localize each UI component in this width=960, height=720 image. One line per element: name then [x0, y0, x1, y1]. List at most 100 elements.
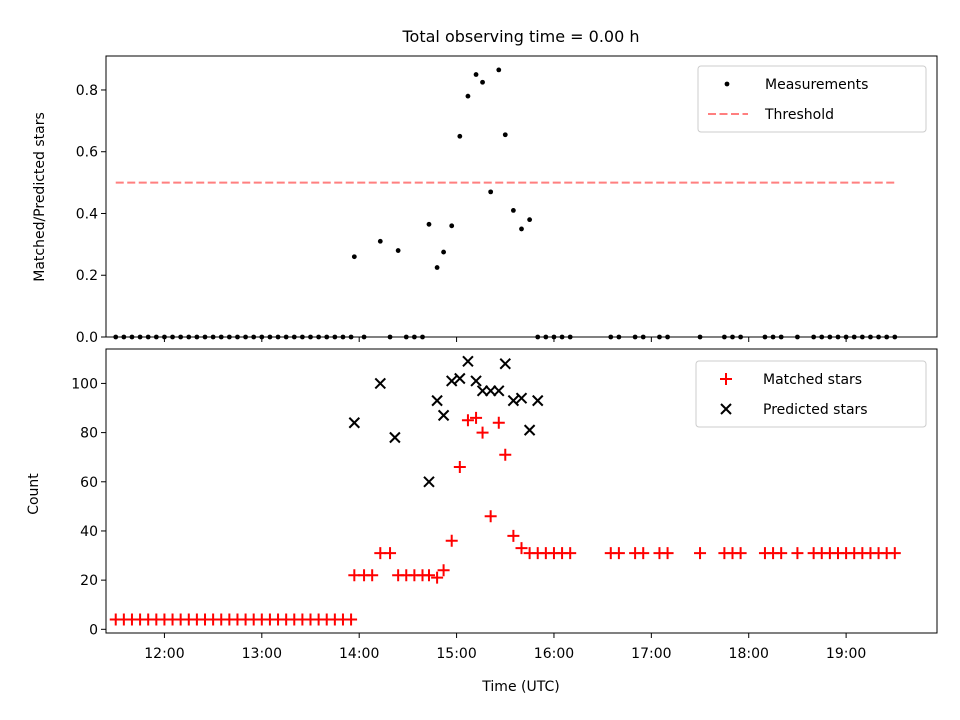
y-tick-label: 0.6 — [76, 145, 98, 161]
legend-measurements-marker — [724, 81, 730, 87]
legend-predicted-label: Predicted stars — [763, 402, 868, 418]
predicted-star-point — [532, 394, 544, 407]
matched-star-point — [507, 529, 520, 542]
predicted-star-point — [507, 394, 520, 407]
x-tick-label: 19:00 — [826, 646, 866, 662]
y-tick-label: 100 — [71, 376, 98, 392]
matched-star-point — [694, 547, 707, 560]
bottom-panel: 0 20 40 60 80 100 12:00 13:00 14:00 15:00 16:00 17:… — [26, 348, 938, 695]
measurement-point — [527, 217, 533, 223]
legend-matched-label: Matched stars — [763, 372, 862, 388]
matched-star-point — [345, 613, 358, 626]
predicted-star-point — [515, 392, 528, 404]
measurement-point — [473, 72, 479, 77]
matched-star-point — [384, 547, 397, 560]
matched-star-point — [476, 426, 489, 439]
matched-star-point — [453, 461, 466, 474]
legend-measurements-label: Measurements — [765, 77, 868, 93]
bottom-legend-box — [695, 360, 927, 428]
predicted-star-point — [446, 375, 458, 387]
x-tick-label: 18:00 — [729, 646, 769, 662]
matched-star-point — [637, 547, 650, 560]
predicted-star-point — [499, 358, 511, 370]
measurement-point — [502, 132, 508, 138]
matched-star-point — [484, 510, 497, 523]
matched-star-point — [445, 534, 458, 547]
matched-star-point — [499, 448, 512, 461]
measurement-point — [441, 249, 446, 255]
y-tick-label: 80 — [80, 426, 98, 442]
y-tick-label: 0.8 — [76, 83, 98, 99]
matched-star-point — [661, 547, 674, 560]
matched-star-point — [734, 547, 747, 560]
x-tick-label: 15:00 — [436, 646, 476, 662]
measurement-point — [496, 67, 502, 73]
matched-star-point — [775, 547, 788, 560]
predicted-star-point — [437, 409, 450, 422]
x-axis-label: Time (UTC) — [481, 679, 559, 695]
matched-star-point — [470, 411, 483, 424]
legend-threshold-label: Threshold — [764, 107, 834, 123]
matched-star-point — [422, 569, 435, 582]
matched-star-point — [437, 564, 450, 577]
matched-star-point — [888, 547, 901, 560]
predicted-star-point — [454, 372, 466, 385]
measurement-point — [395, 248, 401, 253]
measurement-point — [426, 221, 432, 227]
predicted-star-point — [484, 385, 497, 397]
y-tick-label: 40 — [80, 524, 98, 540]
measurement-point — [519, 226, 524, 232]
matched-star-point — [431, 571, 444, 584]
measurement-point — [434, 265, 440, 270]
matched-star-point — [366, 569, 379, 582]
measurement-point — [449, 223, 455, 229]
bottom-y-axis-label: Count — [26, 473, 42, 515]
bottom-plot-area: 0 20 40 60 80 100 12:00 13:00 14:00 15:00 16:00 17:… — [71, 355, 901, 662]
top-panel: 0.00.20.40.60.8 Matched/Predicted stars … — [32, 55, 938, 346]
y-tick-label: 20 — [80, 573, 98, 589]
predicted-star-point — [523, 424, 536, 436]
y-tick-label: 0 — [89, 622, 98, 638]
measurement-point — [510, 207, 516, 213]
chart-title: Total observing time = 0.00 h — [401, 27, 639, 46]
predicted-star-point — [476, 385, 489, 397]
y-tick-label: 0.0 — [76, 330, 98, 346]
predicted-star-point — [423, 476, 435, 488]
predicted-star-point — [348, 417, 361, 429]
measurement-point — [377, 238, 383, 244]
x-tick-label: 12:00 — [144, 646, 184, 662]
measurement-point — [465, 93, 471, 99]
matched-star-point — [461, 414, 474, 427]
legend-predicted-marker — [720, 403, 732, 415]
top-legend-box — [697, 65, 927, 133]
top-axes-frame — [105, 55, 938, 338]
matched-star-point — [492, 416, 505, 429]
measurement-point — [351, 254, 357, 260]
x-tick-label: 14:00 — [339, 646, 379, 662]
x-tick-label: 17:00 — [631, 646, 671, 662]
bottom-axes-frame — [105, 348, 938, 634]
predicted-star-point — [462, 355, 474, 368]
measurement-point — [480, 79, 485, 85]
top-legend: Measurements Threshold — [697, 65, 927, 133]
top-y-axis-label: Matched/Predicted stars — [32, 112, 48, 282]
matched-star-point — [612, 547, 625, 560]
x-tick-label: 16:00 — [534, 646, 574, 662]
matched-star-point — [791, 547, 804, 560]
bottom-legend: Matched stars Predicted stars — [695, 360, 927, 428]
matched-star-point — [564, 547, 577, 560]
x-tick-label: 13:00 — [242, 646, 282, 662]
predicted-star-point — [493, 385, 505, 397]
predicted-star-point — [470, 375, 482, 387]
y-tick-label: 0.2 — [76, 268, 98, 284]
top-plot-area: 0.0 0.2 0.4 0.6 0.8 — [76, 67, 898, 346]
y-tick-label: 0.4 — [76, 206, 98, 222]
y-tick-label: 60 — [80, 475, 98, 491]
predicted-star-point — [374, 377, 387, 390]
predicted-star-point — [431, 394, 443, 407]
legend-matched-marker — [720, 373, 732, 385]
predicted-star-point — [389, 431, 401, 444]
measurement-point — [457, 133, 463, 139]
measurement-point — [488, 189, 494, 195]
